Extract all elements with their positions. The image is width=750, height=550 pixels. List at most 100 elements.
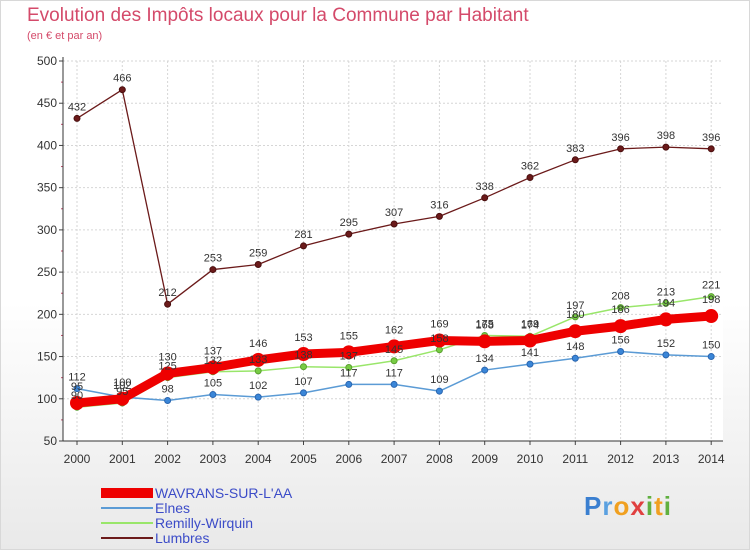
data-label: 307 [385,207,403,219]
data-label: 100 [113,377,131,389]
data-label: 90 [71,390,83,402]
x-tick-label: 2012 [607,452,634,466]
data-label: 466 [113,73,131,85]
data-point [345,230,353,238]
data-point [209,391,217,399]
legend-label: Lumbres [155,530,210,546]
data-point [617,304,625,312]
x-tick-label: 2009 [471,452,498,466]
data-label: 152 [657,338,675,350]
data-label: 107 [294,376,312,388]
data-point [73,114,81,122]
data-label: 221 [702,280,720,292]
data-label: 174 [521,319,539,331]
data-point [254,261,262,269]
legend-swatch [101,507,153,509]
data-label: 155 [340,330,358,342]
x-tick-label: 2007 [381,452,408,466]
data-label: 175 [476,318,494,330]
data-point [300,363,307,371]
data-label: 117 [340,367,358,379]
y-tick-label: 150 [37,350,57,364]
legend-label: Remilly-Wirquin [155,515,254,531]
data-point [526,360,534,368]
legend-swatch [101,537,153,539]
data-point [435,212,443,220]
x-tick-label: 2000 [64,452,91,466]
data-point [568,324,583,339]
data-label: 117 [385,367,403,379]
data-label: 153 [294,332,312,344]
data-point [73,385,81,393]
data-point [205,360,220,375]
series-lines [70,86,719,411]
data-label: 112 [68,372,86,384]
data-label: 95 [71,381,83,393]
data-point [432,333,447,348]
data-label: 396 [611,132,629,144]
data-label: 396 [702,132,720,144]
data-label: 197 [566,300,584,312]
data-label: 208 [611,291,629,303]
data-point [435,387,443,395]
data-label: 138 [294,350,312,362]
data-point [387,339,402,354]
x-tick-label: 2004 [245,452,272,466]
data-point [251,352,266,367]
data-point [254,367,262,375]
data-label: 253 [204,253,222,265]
data-label: 169 [521,319,539,331]
y-tick-label: 100 [37,392,57,406]
data-label: 105 [204,378,222,390]
x-tick-label: 2006 [335,452,362,466]
data-label: 95 [116,386,128,398]
data-label: 158 [430,333,448,345]
data-point [571,313,579,321]
data-label: 134 [476,353,494,365]
data-label: 150 [702,340,720,352]
data-label: 213 [657,286,675,298]
data-point [160,366,175,381]
data-point [296,347,311,362]
data-point [617,145,625,153]
x-tick-label: 2011 [562,452,588,466]
x-tick-label: 2002 [154,452,181,466]
data-label: 398 [657,130,675,142]
data-point [571,156,579,164]
data-point [662,351,670,359]
data-point [164,396,172,404]
data-label: 102 [113,380,131,392]
data-point [481,194,489,202]
data-point [300,242,307,250]
data-label: 295 [340,217,358,229]
data-label: 338 [476,181,494,193]
data-label: 102 [249,380,267,392]
data-point [704,309,719,324]
data-label: 259 [249,248,267,260]
legend-label: Elnes [155,500,191,516]
data-point [300,389,307,397]
data-point [390,380,398,388]
chart-title: Evolution des Impôts locaux pour la Comm… [27,5,529,26]
data-point [390,357,398,365]
data-label: 146 [249,338,267,350]
data-point [662,143,670,151]
x-tick-label: 2013 [653,452,680,466]
data-point [345,364,353,372]
data-label: 137 [204,346,222,358]
data-label: 125 [158,361,176,373]
data-label: 316 [430,199,448,211]
data-point [662,299,670,307]
data-point [613,319,628,334]
data-point [341,345,356,360]
axes: 50 100 150 200 250 300 350 400 450 500 2000 2001 200… [37,54,725,466]
data-label: 145 [385,344,403,356]
data-label: 98 [161,383,173,395]
x-tick-label: 2001 [109,452,136,466]
data-point [707,353,715,361]
legend-swatch [101,488,153,498]
data-label: 141 [521,347,539,359]
data-point [345,380,353,388]
